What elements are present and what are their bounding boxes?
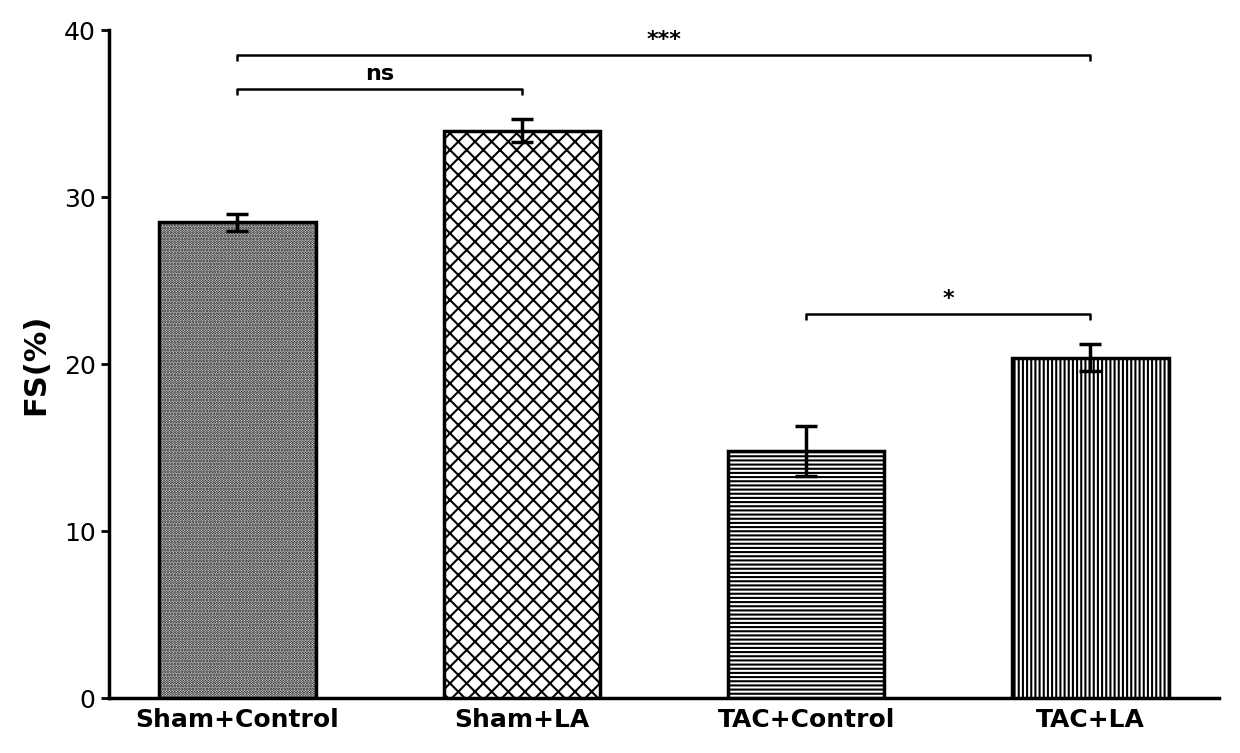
Bar: [159, 222, 316, 699]
Y-axis label: FS(%): FS(%): [21, 314, 50, 415]
Bar: [444, 130, 600, 699]
Text: ***: ***: [646, 30, 682, 50]
Bar: [1012, 358, 1168, 699]
Bar: [728, 451, 884, 699]
Text: ns: ns: [365, 64, 394, 84]
Text: *: *: [942, 289, 954, 309]
